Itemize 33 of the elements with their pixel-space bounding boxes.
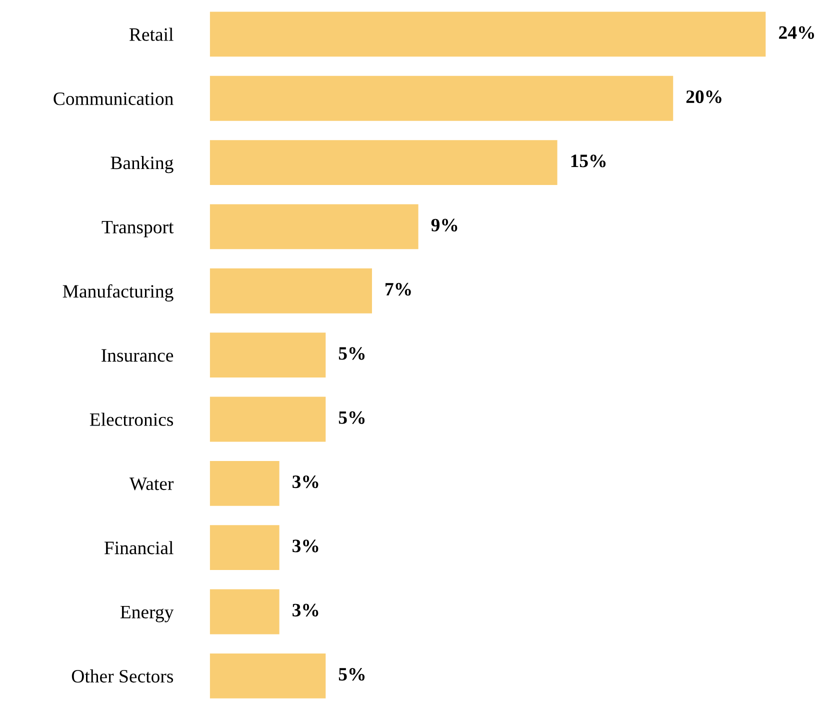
y-tick-label: Other Sectors	[72, 669, 174, 683]
bar	[210, 140, 558, 186]
y-tick-label: Electronics	[90, 412, 174, 426]
y-tick-label: Water	[129, 478, 174, 490]
data-label: 3%	[292, 475, 318, 488]
y-tick-label: Banking	[110, 156, 174, 174]
data-label: 15%	[571, 154, 606, 168]
data-label: 3%	[292, 604, 318, 616]
bar	[210, 653, 326, 698]
data-label: 5%	[338, 411, 365, 424]
bar	[210, 268, 372, 314]
data-label: 24%	[779, 26, 814, 39]
data-label: 3%	[292, 540, 318, 552]
bar	[210, 525, 280, 570]
bar	[210, 460, 280, 506]
y-tick-label: Transport	[102, 220, 174, 238]
bar	[210, 396, 326, 442]
data-label: 7%	[386, 282, 411, 296]
data-label: 20%	[686, 90, 722, 104]
data-label: 9%	[431, 218, 458, 232]
y-tick-label: Insurance	[102, 349, 174, 362]
y-tick-label: Financial	[104, 541, 174, 554]
bar	[210, 12, 766, 57]
y-tick-label: Energy	[120, 606, 174, 622]
y-tick-label: Manufacturing	[62, 284, 174, 302]
data-label: 5%	[338, 668, 365, 681]
bar	[210, 76, 674, 121]
bar	[210, 589, 280, 634]
bar	[210, 332, 326, 378]
y-tick-label: Retail	[129, 28, 174, 41]
bar	[210, 204, 418, 250]
data-label: 5%	[338, 347, 365, 360]
y-tick-label: Communication	[54, 92, 174, 106]
